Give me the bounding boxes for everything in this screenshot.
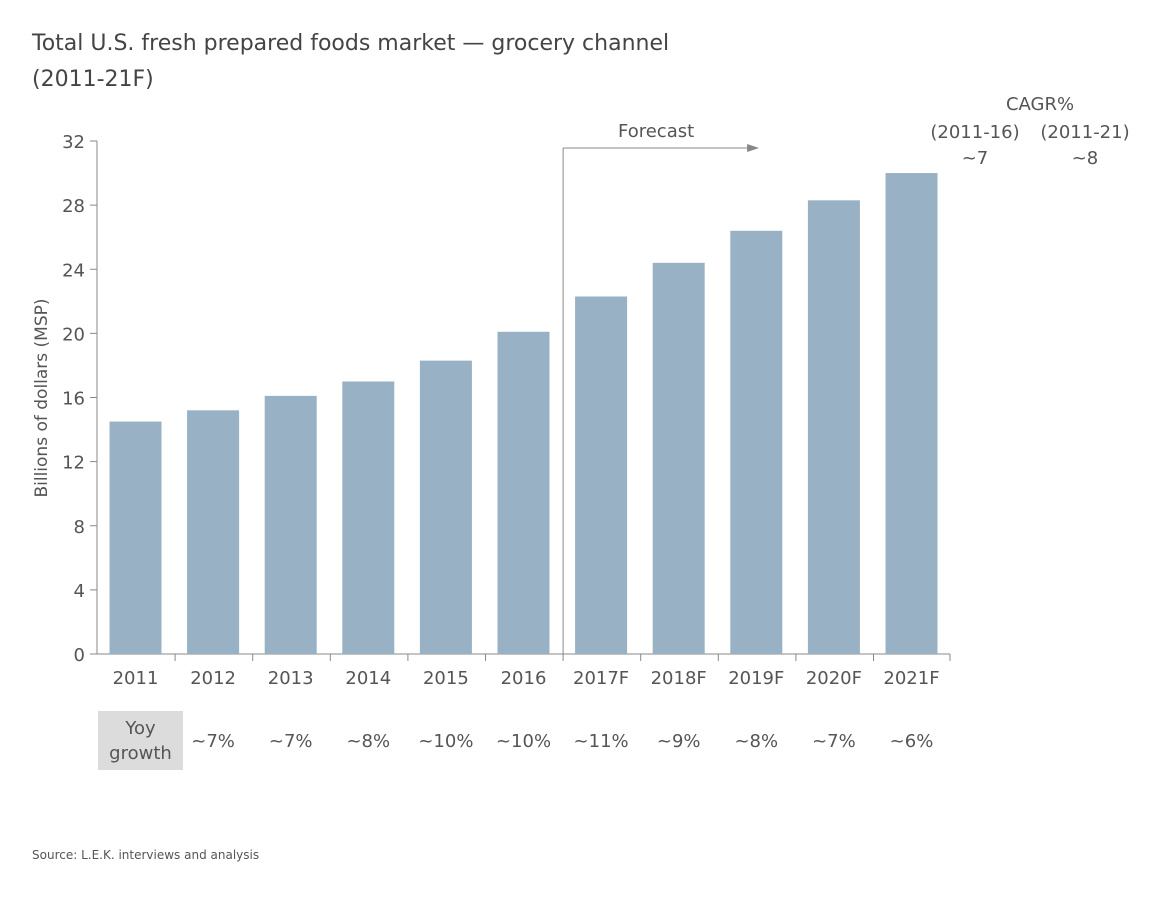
yoy-growth-value: ~11% — [574, 731, 629, 752]
bar-2015 — [419, 360, 472, 654]
yoy-label-line1: Yoy — [125, 718, 156, 739]
x-tick-label: 2014 — [345, 668, 391, 689]
y-tick-label: 16 — [62, 389, 85, 410]
x-tick-label: 2020F — [806, 668, 862, 689]
cagr-value-2011-21: ~8 — [1071, 148, 1099, 169]
x-tick-label: 2021F — [883, 668, 939, 689]
yoy-growth-value: ~9% — [657, 731, 701, 752]
cagr-period-2011-21: (2011-21) — [1040, 122, 1130, 143]
y-tick-label: 20 — [62, 324, 85, 345]
yoy-growth-value: ~8% — [346, 731, 390, 752]
bar-2019F — [730, 230, 783, 654]
x-tick-label: 2018F — [651, 668, 707, 689]
bar-2012 — [187, 410, 240, 654]
yoy-growth-value: ~8% — [734, 731, 778, 752]
yoy-growth-value: ~7% — [812, 731, 856, 752]
yoy-growth-value: ~10% — [418, 731, 473, 752]
x-tick-label: 2012 — [190, 668, 236, 689]
bar-2011 — [109, 421, 162, 654]
forecast-arrow-head — [747, 144, 760, 152]
bar-2013 — [264, 395, 317, 654]
bar-2016 — [497, 331, 550, 654]
cagr-heading: CAGR% — [1005, 94, 1075, 115]
cagr-period-2011-16: (2011-16) — [930, 122, 1020, 143]
yoy-growth-value: ~7% — [191, 731, 235, 752]
cagr-value-2011-16: ~7 — [961, 148, 989, 169]
y-tick-label: 32 — [62, 132, 85, 153]
yoy-growth-value: ~7% — [269, 731, 313, 752]
bar-2017F — [575, 296, 628, 654]
source-note: Source: L.E.K. interviews and analysis — [32, 848, 260, 862]
cagr-column-2011-21: (2011-21) ~8 — [1030, 120, 1140, 172]
forecast-marker: Forecast — [562, 121, 760, 654]
bar-2014 — [342, 381, 395, 654]
chart-title-line2: (2011-21F) — [32, 67, 154, 92]
x-tick-label: 2011 — [113, 668, 159, 689]
y-tick-label: 12 — [62, 453, 85, 474]
chart-title: Total U.S. fresh prepared foods market —… — [32, 26, 669, 98]
bar-2021F — [885, 173, 938, 654]
yoy-growth-label-box: Yoy growth — [98, 711, 183, 770]
y-tick-label: 8 — [74, 517, 85, 538]
x-tick-label: 2015 — [423, 668, 469, 689]
y-tick-label: 4 — [74, 581, 85, 602]
y-tick-label: 0 — [74, 645, 85, 666]
yoy-growth-label: Yoy growth — [98, 716, 183, 766]
y-tick-label: 24 — [62, 260, 85, 281]
bar-2020F — [807, 200, 860, 655]
yoy-growth-value: ~10% — [496, 731, 551, 752]
x-tick-label: 2016 — [501, 668, 547, 689]
y-tick-label: 28 — [62, 196, 85, 217]
x-tick-label: 2019F — [728, 668, 784, 689]
x-tick-label: 2017F — [573, 668, 629, 689]
yoy-label-line2: growth — [109, 743, 172, 764]
x-tick-label: 2013 — [268, 668, 314, 689]
bar-2018F — [652, 262, 705, 654]
yoy-growth-value: ~6% — [890, 731, 934, 752]
chart-title-line1: Total U.S. fresh prepared foods market —… — [32, 31, 670, 56]
y-axis-label: Billions of dollars (MSP) — [32, 298, 52, 497]
cagr-column-2011-16: (2011-16) ~7 — [920, 120, 1030, 172]
forecast-label: Forecast — [618, 121, 694, 142]
